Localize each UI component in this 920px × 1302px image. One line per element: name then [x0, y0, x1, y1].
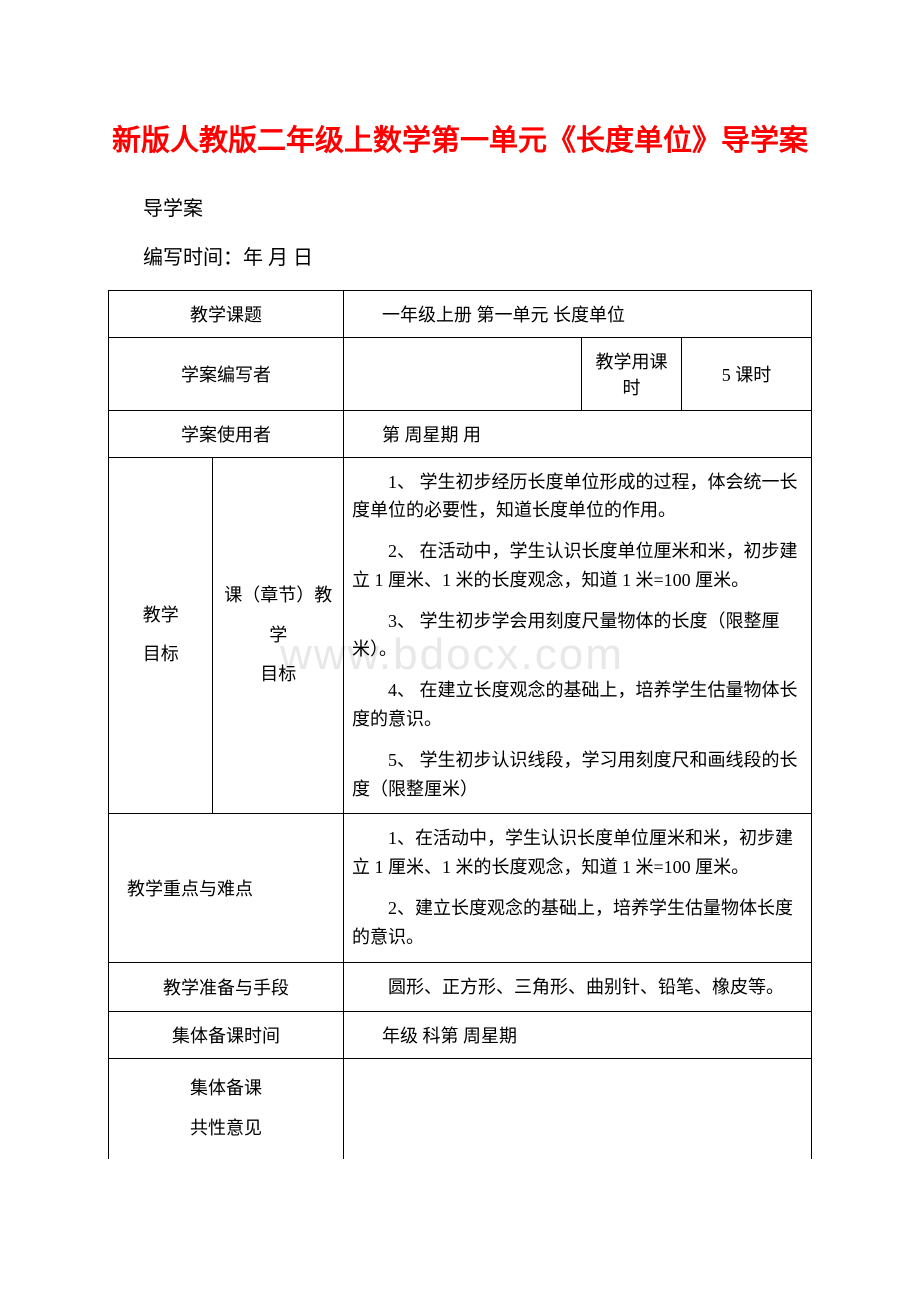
label-user: 学案使用者 — [109, 410, 344, 457]
label-chapter-goals-2: 目标 — [221, 655, 335, 695]
write-time: 编写时间：年 月 日 — [143, 241, 812, 270]
table-row: 教学课题 一年级上册 第一单元 长度单位 — [109, 290, 812, 337]
label-groupopinion-2: 共性意见 — [117, 1109, 335, 1149]
table-row: 集体备课 共性意见 — [109, 1059, 812, 1159]
label-hours: 教学用课时 — [582, 337, 682, 410]
page-title: 新版人教版二年级上数学第一单元《长度单位》导学案 — [108, 120, 812, 164]
label-author: 学案编写者 — [109, 337, 344, 410]
label-groupopinion: 集体备课 共性意见 — [109, 1059, 344, 1159]
keypoint-item: 1、在活动中，学生认识长度单位厘米和米，初步建立 1 厘米、1 米的长度观念，知… — [352, 824, 803, 882]
table-row: 教学重点与难点 1、在活动中，学生认识长度单位厘米和米，初步建立 1 厘米、1 … — [109, 814, 812, 962]
table-row: 教学 目标 课（章节）教学 目标 1、 学生初步经历长度单位形成的过程，体会统一… — [109, 457, 812, 814]
value-keypoints: 1、在活动中，学生认识长度单位厘米和米，初步建立 1 厘米、1 米的长度观念，知… — [344, 814, 812, 962]
goal-item: 5、 学生初步认识线段，学习用刻度尺和画线段的长度（限整厘米） — [352, 746, 803, 804]
label-goals-2: 目标 — [117, 635, 204, 675]
value-author — [344, 337, 582, 410]
subtitle: 导学案 — [143, 192, 812, 221]
label-prep: 教学准备与手段 — [109, 962, 344, 1012]
goal-item: 4、 在建立长度观念的基础上，培养学生估量物体长度的意识。 — [352, 676, 803, 734]
value-goals: 1、 学生初步经历长度单位形成的过程，体会统一长度单位的必要性，知道长度单位的作… — [344, 457, 812, 814]
label-topic: 教学课题 — [109, 290, 344, 337]
value-user: 第 周星期 用 — [344, 410, 812, 457]
value-hours: 5 课时 — [682, 337, 812, 410]
lesson-plan-table: 教学课题 一年级上册 第一单元 长度单位 学案编写者 教学用课时 5 课时 学案… — [108, 290, 812, 1159]
table-row: 教学准备与手段 圆形、正方形、三角形、曲别针、铅笔、橡皮等。 — [109, 962, 812, 1012]
table-row: 集体备课时间 年级 科第 周星期 — [109, 1012, 812, 1059]
table-row: 学案使用者 第 周星期 用 — [109, 410, 812, 457]
keypoint-item: 2、建立长度观念的基础上，培养学生估量物体长度的意识。 — [352, 894, 803, 952]
value-prep: 圆形、正方形、三角形、曲别针、铅笔、橡皮等。 — [344, 962, 812, 1012]
value-grouptime: 年级 科第 周星期 — [344, 1012, 812, 1059]
label-groupopinion-1: 集体备课 — [117, 1069, 335, 1109]
goal-item: 2、 在活动中，学生认识长度单位厘米和米，初步建立 1 厘米、1 米的长度观念，… — [352, 537, 803, 595]
label-chapter-goals: 课（章节）教学 目标 — [213, 457, 344, 814]
label-grouptime: 集体备课时间 — [109, 1012, 344, 1059]
value-topic: 一年级上册 第一单元 长度单位 — [344, 290, 812, 337]
label-goals-1: 教学 — [117, 596, 204, 636]
value-groupopinion — [344, 1059, 812, 1159]
label-keypoints: 教学重点与难点 — [109, 814, 344, 962]
goal-item: 3、 学生初步学会用刻度尺量物体的长度（限整厘米）。 — [352, 607, 803, 665]
table-row: 学案编写者 教学用课时 5 课时 — [109, 337, 812, 410]
label-goals: 教学 目标 — [109, 457, 213, 814]
label-chapter-goals-1: 课（章节）教学 — [221, 576, 335, 655]
goal-item: 1、 学生初步经历长度单位形成的过程，体会统一长度单位的必要性，知道长度单位的作… — [352, 468, 803, 526]
